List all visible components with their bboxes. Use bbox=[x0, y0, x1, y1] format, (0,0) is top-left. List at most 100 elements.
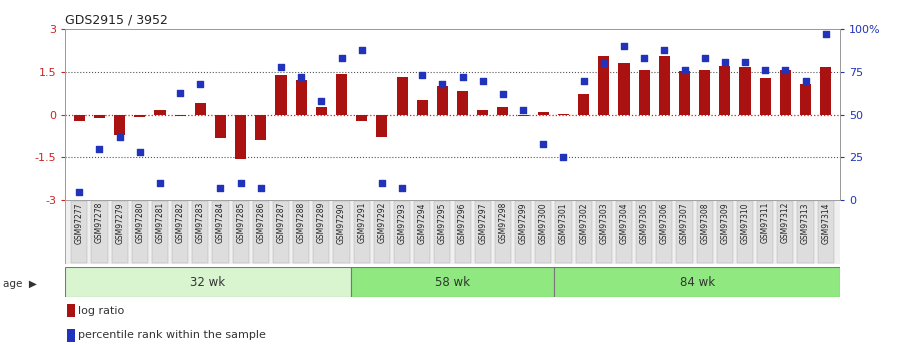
Text: percentile rank within the sample: percentile rank within the sample bbox=[79, 331, 266, 340]
Text: 58 wk: 58 wk bbox=[435, 276, 470, 289]
Bar bbox=[820, 67, 832, 115]
Bar bbox=[416, 100, 428, 115]
Bar bbox=[475, 201, 491, 263]
Bar bbox=[538, 112, 548, 115]
Text: GSM97294: GSM97294 bbox=[418, 202, 427, 244]
Bar bbox=[414, 201, 430, 263]
Text: age  ▶: age ▶ bbox=[3, 279, 36, 288]
Point bbox=[193, 81, 207, 87]
Point bbox=[536, 141, 550, 147]
Bar bbox=[800, 84, 811, 115]
Bar bbox=[192, 201, 208, 263]
Text: GSM97285: GSM97285 bbox=[236, 202, 245, 243]
Bar bbox=[65, 267, 350, 297]
Bar bbox=[235, 115, 246, 159]
Text: GSM97305: GSM97305 bbox=[640, 202, 649, 244]
Bar bbox=[434, 201, 451, 263]
Point bbox=[698, 56, 712, 61]
Bar bbox=[73, 115, 85, 121]
Bar bbox=[91, 201, 108, 263]
Bar bbox=[252, 201, 269, 263]
Text: GSM97296: GSM97296 bbox=[458, 202, 467, 244]
Bar bbox=[357, 115, 367, 121]
Bar bbox=[213, 201, 229, 263]
Text: GSM97289: GSM97289 bbox=[317, 202, 326, 243]
Text: GSM97311: GSM97311 bbox=[761, 202, 769, 243]
Text: GSM97277: GSM97277 bbox=[75, 202, 84, 244]
Text: GSM97279: GSM97279 bbox=[115, 202, 124, 244]
Text: GSM97300: GSM97300 bbox=[538, 202, 548, 244]
Bar bbox=[94, 115, 105, 118]
Bar bbox=[656, 201, 672, 263]
Bar bbox=[67, 304, 74, 317]
Bar bbox=[175, 115, 186, 116]
Bar bbox=[477, 110, 489, 115]
Point bbox=[596, 61, 611, 66]
Bar bbox=[111, 201, 128, 263]
Text: GSM97291: GSM97291 bbox=[357, 202, 367, 243]
Bar bbox=[374, 201, 390, 263]
Text: GSM97284: GSM97284 bbox=[216, 202, 225, 243]
Bar bbox=[618, 63, 630, 115]
Text: GSM97282: GSM97282 bbox=[176, 202, 185, 243]
Bar bbox=[636, 201, 653, 263]
Bar bbox=[457, 91, 468, 115]
Point bbox=[173, 90, 187, 95]
Bar bbox=[598, 56, 609, 115]
Bar bbox=[757, 201, 773, 263]
Point bbox=[798, 78, 813, 83]
Text: log ratio: log ratio bbox=[79, 306, 125, 315]
Bar bbox=[134, 115, 146, 117]
Text: GSM97313: GSM97313 bbox=[801, 202, 810, 244]
Bar bbox=[195, 103, 205, 115]
Point bbox=[516, 107, 530, 112]
Bar bbox=[275, 76, 287, 115]
Point bbox=[233, 180, 248, 186]
Text: GSM97309: GSM97309 bbox=[720, 202, 729, 244]
Point bbox=[455, 75, 470, 80]
Bar bbox=[132, 201, 148, 263]
Bar bbox=[273, 201, 289, 263]
Text: GSM97312: GSM97312 bbox=[781, 202, 790, 243]
Bar bbox=[557, 114, 569, 115]
Point bbox=[415, 73, 430, 78]
Text: 84 wk: 84 wk bbox=[680, 276, 715, 289]
Point bbox=[435, 81, 450, 87]
Bar bbox=[71, 201, 88, 263]
Bar bbox=[737, 201, 753, 263]
Point bbox=[153, 180, 167, 186]
Bar bbox=[354, 201, 370, 263]
Bar bbox=[797, 201, 814, 263]
Bar bbox=[616, 201, 632, 263]
Bar bbox=[717, 201, 733, 263]
Bar bbox=[114, 115, 125, 135]
Bar bbox=[556, 201, 572, 263]
Point bbox=[253, 185, 268, 191]
Text: GSM97298: GSM97298 bbox=[499, 202, 508, 243]
Bar bbox=[333, 201, 349, 263]
Point bbox=[132, 149, 147, 155]
Text: GSM97297: GSM97297 bbox=[478, 202, 487, 244]
Bar bbox=[152, 201, 168, 263]
Text: GSM97286: GSM97286 bbox=[256, 202, 265, 243]
Point bbox=[72, 189, 87, 194]
Point bbox=[758, 68, 773, 73]
Text: GSM97292: GSM97292 bbox=[377, 202, 386, 243]
Text: GSM97306: GSM97306 bbox=[660, 202, 669, 244]
Bar bbox=[676, 201, 692, 263]
Text: GSM97304: GSM97304 bbox=[620, 202, 628, 244]
Text: GSM97310: GSM97310 bbox=[740, 202, 749, 244]
Bar bbox=[296, 80, 307, 115]
Text: GSM97302: GSM97302 bbox=[579, 202, 588, 244]
Bar bbox=[777, 201, 794, 263]
Text: GSM97278: GSM97278 bbox=[95, 202, 104, 243]
Bar bbox=[639, 70, 650, 115]
Point bbox=[818, 32, 833, 37]
Bar bbox=[659, 56, 670, 115]
Bar bbox=[65, 200, 840, 264]
Point bbox=[214, 185, 228, 191]
Bar bbox=[535, 201, 551, 263]
Point bbox=[657, 47, 672, 52]
Point bbox=[496, 91, 510, 97]
Bar bbox=[255, 115, 266, 140]
